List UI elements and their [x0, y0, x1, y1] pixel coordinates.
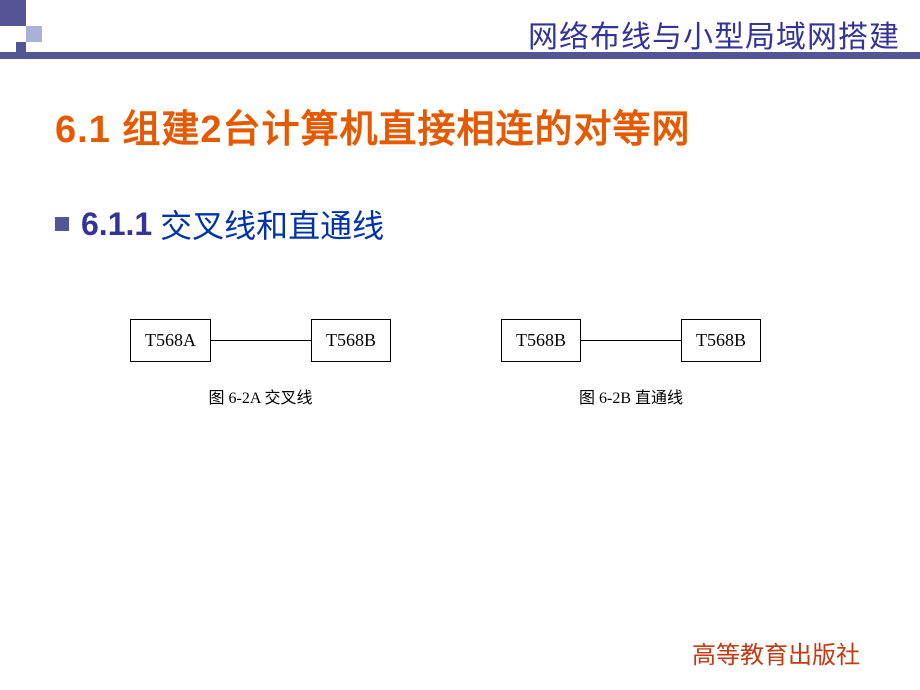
diagram-crossover: T568A T568B 图 6-2A 交叉线 — [130, 319, 391, 408]
cable-connector-left — [211, 340, 311, 342]
cable-box-right-1: T568B — [501, 319, 581, 362]
diagram-caption-left: 图 6-2A 交叉线 — [209, 384, 313, 408]
cable-box-right-2: T568B — [681, 319, 761, 362]
cable-row-right: T568B T568B — [501, 319, 761, 362]
deco-square-small — [16, 42, 26, 52]
page-header-title: 网络布线与小型局域网搭建 — [528, 12, 900, 56]
cable-box-left-1: T568A — [130, 319, 211, 362]
content-area: 6.1 组建2台计算机直接相连的对等网 6.1.1 交叉线和直通线 T568A … — [0, 60, 920, 408]
deco-square-medium — [26, 26, 42, 42]
cable-row-left: T568A T568B — [130, 319, 391, 362]
header-region: 网络布线与小型局域网搭建 — [0, 0, 920, 60]
subsection-number: 6.1.1 — [81, 206, 152, 243]
section-title: 6.1 组建2台计算机直接相连的对等网 — [55, 98, 865, 153]
subsection-row: 6.1.1 交叉线和直通线 — [55, 201, 865, 247]
diagram-caption-right: 图 6-2B 直通线 — [579, 384, 683, 408]
diagram-straight: T568B T568B 图 6-2B 直通线 — [501, 319, 761, 408]
subsection-text: 交叉线和直通线 — [160, 201, 384, 247]
publisher-label: 高等教育出版社 — [692, 635, 860, 670]
cable-box-left-2: T568B — [311, 319, 391, 362]
bullet-square-icon — [55, 217, 69, 231]
diagram-area: T568A T568B 图 6-2A 交叉线 T568B T568B 图 6-2… — [55, 319, 865, 408]
header-underline-bar — [0, 52, 920, 59]
cable-connector-right — [581, 340, 681, 342]
deco-square-large — [0, 0, 26, 26]
